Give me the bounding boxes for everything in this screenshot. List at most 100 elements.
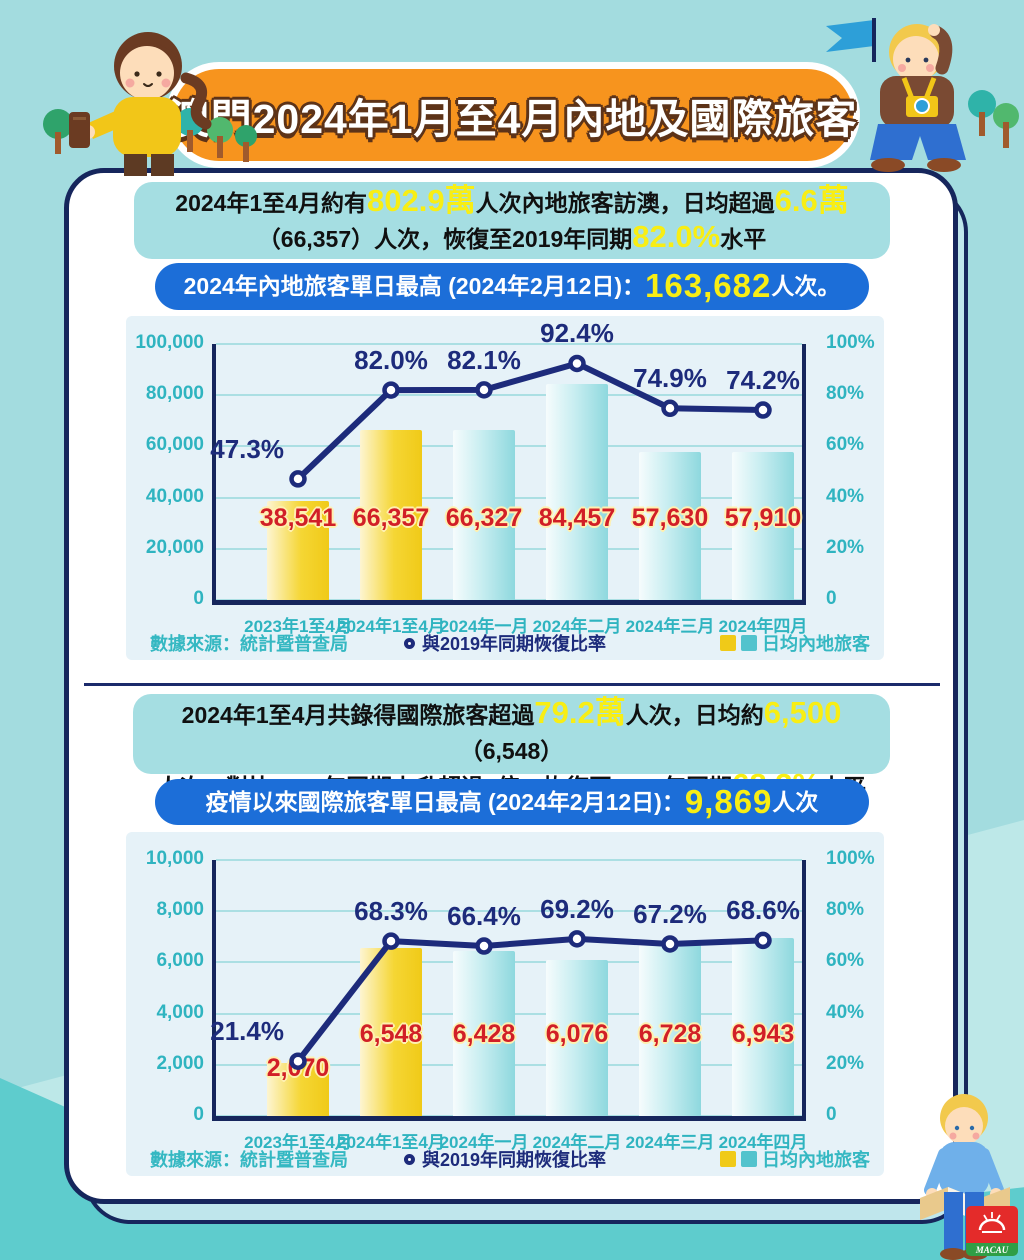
x-axis-category-label: 2024年1至4月 xyxy=(337,1133,445,1152)
y-axis-tick-label: 60,000 xyxy=(145,434,204,456)
gridline xyxy=(216,910,802,913)
data-source: 數據來源：統計暨普查局 xyxy=(150,634,348,654)
highlight-value: 6,500 xyxy=(763,695,842,730)
bar xyxy=(453,951,515,1116)
y-axis-tick-label: 20,000 xyxy=(145,536,204,558)
mainland-summary-box: 2024年1至4月約有802.9萬人次內地旅客訪澳，日均超過6.6萬 （66,35… xyxy=(134,182,890,259)
line-point-marker xyxy=(661,935,679,953)
bar-value-label: 38,541 xyxy=(259,504,337,533)
bar-legend-label: 日均內地旅客 xyxy=(762,1150,870,1170)
highlight-value: 6.6萬 xyxy=(774,183,849,218)
text-segment: 2024年1至4月共錄得國際旅客超過 xyxy=(181,702,535,728)
recovery-rate-line xyxy=(289,354,772,488)
secondary-y-axis-tick-label: 100% xyxy=(826,332,875,353)
text-segment: 人次內地旅客訪澳，日均超過 xyxy=(475,190,775,216)
line-point-label: 66.4% xyxy=(447,901,521,932)
bar xyxy=(546,960,608,1116)
secondary-y-axis-tick-label: 0 xyxy=(826,588,837,609)
bar xyxy=(267,501,329,600)
recovery-rate-line xyxy=(289,930,772,1070)
teal-bar-swatch-icon xyxy=(741,1151,757,1167)
text-segment: 水平 xyxy=(720,226,767,252)
line-point-label: 68.6% xyxy=(726,895,800,926)
macau-dome-icon xyxy=(978,1212,1006,1233)
secondary-y-axis-tick-label: 80% xyxy=(826,899,865,921)
y-axis-tick-label: 4,000 xyxy=(156,1001,204,1023)
bar xyxy=(732,451,794,600)
gridline xyxy=(216,394,802,397)
line-legend: 與2019年同期恢復比率 xyxy=(403,1146,607,1172)
line-point-label: 74.2% xyxy=(726,365,800,396)
line-legend: 與2019年同期恢復比率 xyxy=(403,630,607,656)
bar xyxy=(639,452,701,600)
international-record-banner: 疫情以來國際旅客單日最高 (2024年2月12日)：9,869人次 xyxy=(155,779,869,825)
y-axis-spine xyxy=(212,860,216,1121)
international-visitors-chart: 2,0706,5486,4286,0766,7286,94321.4%68.3%… xyxy=(126,832,884,1176)
international-record-text: 疫情以來國際旅客單日最高 (2024年2月12日)：9,869人次 xyxy=(206,785,819,818)
x-axis-category-label: 2023年1至4月 xyxy=(244,617,352,636)
line-point-marker xyxy=(382,381,400,399)
bar-legend: 日均內地旅客 xyxy=(720,630,870,656)
tourist-girl-illustration xyxy=(43,32,257,176)
bar xyxy=(267,1063,329,1116)
text-segment: 2024年內地旅客單日最高 (2024年2月12日)： xyxy=(183,273,646,299)
x-axis-spine xyxy=(212,1116,806,1121)
highlight-value: 79.2萬 xyxy=(534,695,626,730)
gridline xyxy=(216,859,802,861)
bar xyxy=(360,948,422,1116)
line-point-label: 92.4% xyxy=(540,318,614,349)
text-segment: （6,548） xyxy=(459,738,564,764)
bar-value-label: 57,630 xyxy=(631,504,709,533)
mainland-summary-text: 2024年1至4月約有802.9萬人次內地旅客訪澳，日均超過6.6萬 （66,35… xyxy=(134,185,890,257)
y-axis-tick-label: 2,000 xyxy=(156,1052,204,1074)
bar-value-label: 66,327 xyxy=(445,504,523,533)
highlight-value: 163,682 xyxy=(645,267,772,304)
international-chart-plot: 2,0706,5486,4286,0766,7286,94321.4%68.3%… xyxy=(210,859,806,1121)
y-axis-tick-label: 0 xyxy=(193,588,204,609)
x-axis-category-label: 2024年四月 xyxy=(718,617,808,636)
bar-value-label: 6,548 xyxy=(359,1020,423,1049)
line-legend-label: 與2019年同期恢復比率 xyxy=(421,1150,607,1170)
mainland-chart-plot: 38,541 66,357 66,327 84,457 57,630 57,910 47.3… xyxy=(210,318,806,605)
line-point-marker xyxy=(289,1052,307,1070)
text-segment: 人次，日均約 xyxy=(625,702,764,728)
mainland-chart-footer: 數據來源：統計暨普查局 與2019年同期恢復比率 日均內地旅客 xyxy=(126,630,884,656)
secondary-y-axis-tick-label: 40% xyxy=(826,485,865,507)
secondary-y-axis-tick-label: 40% xyxy=(826,1001,865,1023)
highlight-value: 9,869 xyxy=(684,783,773,820)
x-axis-category-label: 2024年1至4月 xyxy=(337,617,445,636)
line-point-label: 82.0% xyxy=(354,345,428,376)
bar-value-label: 66,357 xyxy=(352,504,430,533)
line-legend-label: 與2019年同期恢復比率 xyxy=(421,634,607,654)
bar xyxy=(546,383,608,600)
y-axis-tick-label: 8,000 xyxy=(156,899,204,921)
secondary-y-axis-tick-label: 80% xyxy=(826,383,865,405)
x-axis-category-label: 2024年二月 xyxy=(532,617,622,636)
x-axis-category-label: 2024年一月 xyxy=(439,1133,529,1152)
secondary-y-axis-spine xyxy=(802,860,806,1121)
y-axis-tick-label: 40,000 xyxy=(145,485,204,507)
line-point-marker xyxy=(475,937,493,955)
bar xyxy=(639,943,701,1116)
line-marker-icon xyxy=(403,1153,415,1165)
line-marker-icon xyxy=(403,637,415,649)
bar-legend: 日均內地旅客 xyxy=(720,1146,870,1172)
y-axis-tick-label: 80,000 xyxy=(145,383,204,405)
x-axis-category-label: 2024年三月 xyxy=(625,617,715,636)
bar xyxy=(360,430,422,600)
line-point-marker xyxy=(475,381,493,399)
macau-logo: MACAU xyxy=(966,1206,1018,1256)
highlight-value: 82.0% xyxy=(632,219,721,254)
teal-bar-swatch-icon xyxy=(741,635,757,651)
macau-logo-text: MACAU xyxy=(975,1245,1009,1255)
highlight-value: 802.9萬 xyxy=(367,183,476,218)
x-axis-category-label: 2023年1至4月 xyxy=(244,1133,352,1152)
bar-value-label: 84,457 xyxy=(538,504,616,533)
text-segment: （66,357）人次，恢復至2019年同期 xyxy=(257,226,633,252)
line-point-label: 69.2% xyxy=(540,893,614,924)
line-point-label: 67.2% xyxy=(633,898,707,929)
secondary-y-axis-tick-label: 20% xyxy=(826,1052,865,1074)
text-segment: 2024年1至4月約有 xyxy=(175,190,368,216)
mainland-visitors-chart: 38,541 66,357 66,327 84,457 57,630 57,910 47.3… xyxy=(126,316,884,660)
